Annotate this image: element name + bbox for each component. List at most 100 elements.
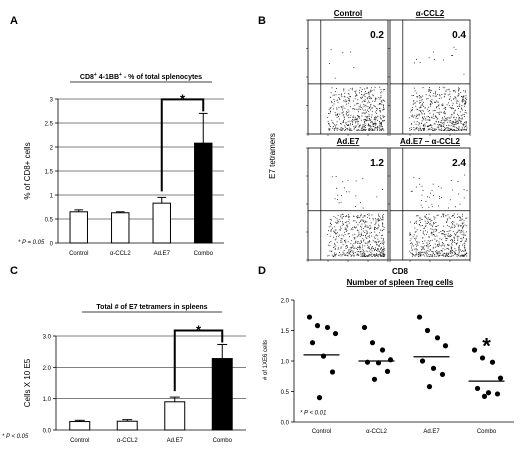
event-dot [455,101,457,103]
event-dot [433,118,435,119]
event-dot [383,117,385,119]
event-dot [419,217,421,219]
event-dot [353,237,355,238]
event-dot [453,113,455,114]
event-dot [345,239,347,241]
event-dot [336,121,338,123]
event-dot [440,124,442,126]
event-dot [338,247,339,249]
event-dot [369,218,371,219]
event-dot [336,108,338,110]
event-dot [458,225,459,227]
event-dot [444,249,446,251]
event-dot [446,119,448,121]
event-dot [333,99,335,100]
event-dot [463,236,464,238]
event-dot [426,252,428,254]
event-dot [350,51,352,53]
event-dot [437,101,439,103]
event-dot [416,186,418,188]
event-dot [366,226,368,228]
event-dot [363,94,365,96]
event-dot [354,237,356,239]
event-dot [419,123,420,125]
event-dot [453,117,454,119]
event-dot [465,253,467,255]
event-dot [373,105,375,107]
event-dot [330,241,332,242]
event-dot [431,127,433,128]
event-dot [422,230,424,232]
event-dot [427,217,429,219]
event-dot [432,255,434,257]
event-dot [336,253,337,255]
event-dot [359,236,361,237]
event-dot [356,226,357,228]
quadrant-percentage: 0.2 [370,30,384,41]
event-dot [348,129,350,130]
event-dot [440,125,442,127]
chart-title-C: Total # of E7 tetramers in spleens [96,304,207,311]
event-dot [348,252,350,254]
event-dot [414,115,416,117]
event-dot [365,129,366,131]
event-dot [349,236,350,238]
event-dot [346,221,347,223]
event-dot [343,95,345,97]
event-dot [443,255,444,257]
event-dot [413,129,415,131]
chart-title-D: Number of spleen Treg cells [347,278,454,287]
event-dot [455,48,457,50]
event-dot [338,116,339,117]
event-dot [451,252,453,254]
event-dot [434,92,436,94]
event-dot [421,254,423,256]
event-dot [466,190,468,191]
title-part: + [119,72,122,78]
event-dot [383,241,385,243]
event-dot [432,115,434,117]
event-dot [374,218,376,219]
event-dot [380,248,382,250]
event-dot [414,62,415,64]
x-tick-label: α-CCL2 [110,251,131,257]
event-dot [418,252,420,253]
event-dot [368,96,370,98]
event-dot [452,55,453,56]
event-dot [465,234,466,236]
event-dot [340,214,342,216]
event-dot [340,246,342,248]
event-dot [334,252,335,254]
event-dot [431,239,433,241]
event-dot [419,100,421,102]
event-dot [345,246,347,248]
event-dot [414,255,416,257]
event-dot [461,105,463,107]
event-dot [462,227,463,229]
event-dot [428,116,429,117]
event-dot [442,253,444,255]
event-dot [382,237,384,239]
event-dot [353,254,355,256]
event-dot [355,95,357,97]
event-dot [465,121,467,123]
event-dot [456,232,458,233]
event-dot [340,228,342,230]
event-dot [370,125,371,127]
event-dot [442,213,443,215]
event-dot [464,234,466,236]
event-dot [458,120,460,122]
event-dot [335,221,337,223]
event-dot [361,128,363,130]
event-dot [463,197,465,199]
event-dot [426,98,428,100]
event-dot [460,219,462,221]
event-dot [451,128,453,130]
x-tick-label: α-CCL2 [366,429,387,435]
event-dot [458,87,459,89]
event-dot [366,233,368,235]
event-dot [343,111,344,113]
event-dot [350,96,351,98]
event-dot [361,223,363,225]
event-dot [379,126,381,128]
